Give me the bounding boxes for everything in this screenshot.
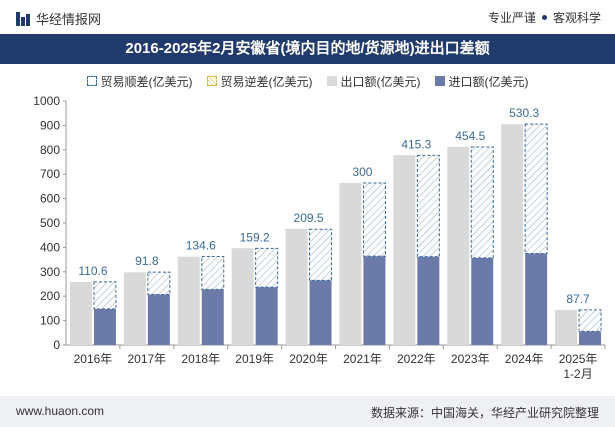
x-tick-label: 2023年 xyxy=(451,352,490,366)
y-tick-label: 0 xyxy=(53,338,60,352)
chart-legend: 贸易顺差(亿美元) 贸易逆差(亿美元) 出口额(亿美元) 进口额(亿美元) xyxy=(0,70,615,92)
legend-item-import: 进口额(亿美元) xyxy=(434,73,529,90)
x-tick-label: 2020年 xyxy=(289,352,328,366)
legend-label-deficit: 贸易逆差(亿美元) xyxy=(220,74,313,89)
y-tick-label: 200 xyxy=(40,289,60,303)
surplus-bar xyxy=(255,247,279,288)
surplus-data-label: 159.2 xyxy=(240,230,270,244)
legend-label-export: 出口额(亿美元) xyxy=(340,74,421,89)
surplus-bar xyxy=(93,281,117,310)
x-tick-label: 2022年 xyxy=(397,352,436,366)
surplus-bar xyxy=(416,154,440,258)
surplus-bar xyxy=(362,182,386,257)
legend-swatch-import xyxy=(434,76,445,86)
surplus-bar xyxy=(147,271,171,295)
y-tick-label: 300 xyxy=(40,265,60,279)
footer-source: 数据来源：中国海关，华经产业研究院整理 xyxy=(370,406,599,420)
import-bar xyxy=(255,287,278,345)
x-tick-label: 2018年 xyxy=(181,352,220,366)
y-tick-label: 500 xyxy=(40,216,60,230)
bar-chart: 0 100 200 300 400 500 600 700 800 900 1000 2016年 201… xyxy=(33,94,606,381)
surplus-data-label: 209.5 xyxy=(294,211,324,225)
x-tick-label: 2025年 xyxy=(559,352,598,366)
import-bar xyxy=(201,289,224,345)
surplus-data-label: 91.8 xyxy=(135,254,159,268)
y-tick-label: 1000 xyxy=(33,94,60,108)
surplus-bar xyxy=(470,146,494,259)
legend-label-import: 进口额(亿美元) xyxy=(448,74,529,89)
y-tick-label: 700 xyxy=(40,167,60,181)
surplus-data-label: 415.3 xyxy=(401,137,431,151)
export-bar xyxy=(447,146,470,345)
y-tick-label: 900 xyxy=(40,118,60,132)
brand-name: 华经情报网 xyxy=(36,12,102,27)
surplus-data-label: 134.6 xyxy=(186,239,216,253)
surplus-bar xyxy=(201,256,225,290)
legend-item-surplus: 贸易顺差(亿美元) xyxy=(86,73,193,90)
y-tick-label: 800 xyxy=(40,143,60,157)
export-bar xyxy=(393,155,416,345)
import-bar xyxy=(525,253,548,345)
import-bar xyxy=(417,256,440,345)
export-bar xyxy=(123,272,146,345)
x-tick-label: 2019年 xyxy=(235,352,274,366)
surplus-bar xyxy=(578,309,602,332)
footer-website: www.huaon.com xyxy=(16,404,105,418)
surplus-data-label: 454.5 xyxy=(455,129,485,143)
x-tick-label: 2024年 xyxy=(505,352,544,366)
import-bar xyxy=(471,257,494,345)
legend-item-export: 出口额(亿美元) xyxy=(326,73,421,90)
surplus-data-label: 110.6 xyxy=(78,264,107,278)
surplus-data-label: 300 xyxy=(352,165,372,179)
slogan-left: 专业严谨 xyxy=(487,11,536,25)
dot-separator-icon xyxy=(541,15,547,20)
export-bar xyxy=(69,282,92,345)
import-bar xyxy=(363,256,386,345)
legend-item-deficit: 贸易逆差(亿美元) xyxy=(206,73,313,90)
legend-swatch-surplus xyxy=(86,76,97,86)
footer: www.huaon.com 数据来源：中国海关，华经产业研究院整理 xyxy=(0,396,615,427)
import-bar xyxy=(93,308,116,345)
import-bar xyxy=(579,331,602,345)
x-tick-label: 2021年 xyxy=(343,352,382,366)
export-bar xyxy=(231,248,254,345)
x-tick-label: 2016年 xyxy=(74,352,113,366)
y-tick-label: 400 xyxy=(40,240,60,254)
brand-logo-icon xyxy=(16,11,30,26)
top-bar: 华经情报网 专业严谨 客观科学 xyxy=(0,0,615,34)
export-bar xyxy=(339,182,362,345)
x-tick-label: 2017年 xyxy=(127,352,166,366)
surplus-data-label: 87.7 xyxy=(566,292,590,306)
export-bar xyxy=(285,228,308,345)
slogan: 专业严谨 客观科学 xyxy=(488,9,601,26)
brand: 华经情报网 xyxy=(16,9,101,28)
import-bar xyxy=(309,280,332,345)
legend-swatch-export xyxy=(326,76,337,86)
export-bar xyxy=(177,256,200,345)
chart-title: 2016-2025年2月安徽省(境内目的地/货源地)进出口差额 xyxy=(0,34,615,64)
surplus-bar xyxy=(524,123,548,254)
slogan-right: 客观科学 xyxy=(552,11,601,25)
legend-label-surplus: 贸易顺差(亿美元) xyxy=(100,74,193,89)
legend-swatch-deficit xyxy=(206,76,217,86)
surplus-data-label: 530.3 xyxy=(509,106,539,120)
import-bar xyxy=(147,294,170,345)
x-tick-label: 1-2月 xyxy=(563,367,592,381)
y-tick-label: 600 xyxy=(40,192,60,206)
export-bar xyxy=(555,309,578,345)
export-bar xyxy=(501,124,524,346)
surplus-bar xyxy=(309,228,333,281)
y-tick-label: 100 xyxy=(40,314,60,328)
